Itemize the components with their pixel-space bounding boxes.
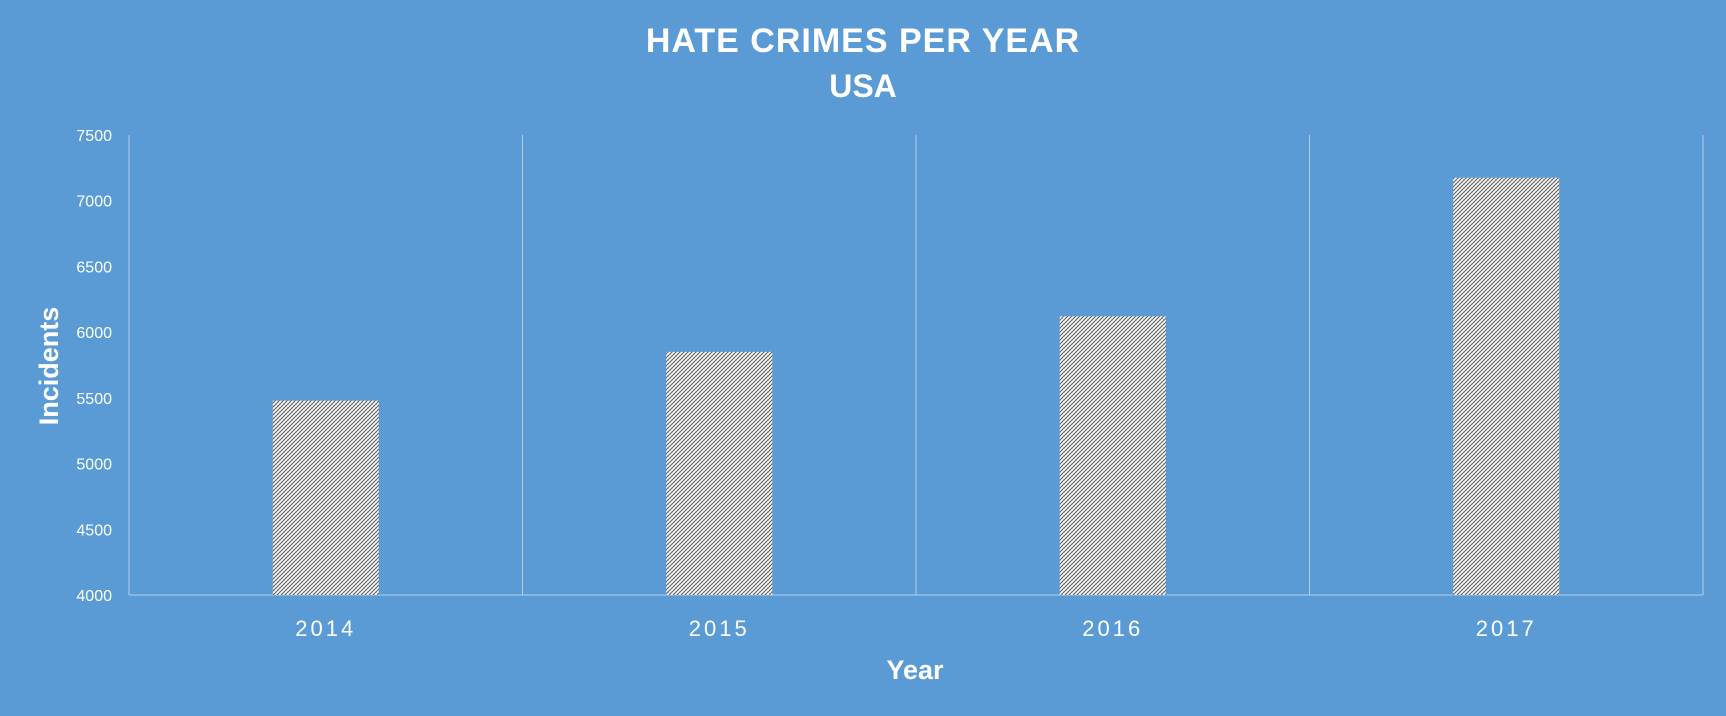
x-tick-label: 2017 bbox=[1476, 616, 1537, 641]
y-tick-label: 5500 bbox=[76, 391, 112, 408]
bar-2017 bbox=[1453, 177, 1560, 595]
y-tick-label: 7000 bbox=[76, 194, 112, 211]
x-tick-label: 2014 bbox=[295, 616, 356, 641]
y-tick-label: 4000 bbox=[76, 588, 112, 605]
gridlines bbox=[128, 135, 1704, 596]
x-axis-label: Year bbox=[886, 655, 944, 685]
bars bbox=[272, 177, 1560, 595]
bar-2015 bbox=[666, 351, 773, 595]
y-tick-label: 4500 bbox=[76, 522, 112, 539]
y-axis-label: Incidents bbox=[34, 307, 64, 426]
chart-title: HATE CRIMES PER YEAR bbox=[646, 22, 1080, 60]
y-tick-label: 7500 bbox=[76, 128, 112, 145]
y-axis-ticks: 4000 4500 5000 5500 6000 6500 7000 7500 bbox=[76, 128, 112, 605]
x-tick-label: 2016 bbox=[1082, 616, 1143, 641]
y-tick-label: 6000 bbox=[76, 325, 112, 342]
x-tick-label: 2015 bbox=[689, 616, 750, 641]
bar-2014 bbox=[272, 400, 379, 595]
y-tick-label: 6500 bbox=[76, 259, 112, 276]
bar-2016 bbox=[1059, 316, 1166, 595]
chart-subtitle: USA bbox=[829, 68, 897, 104]
y-tick-label: 5000 bbox=[76, 457, 112, 474]
x-axis-ticks: 2014 2015 2016 2017 bbox=[295, 616, 1537, 641]
